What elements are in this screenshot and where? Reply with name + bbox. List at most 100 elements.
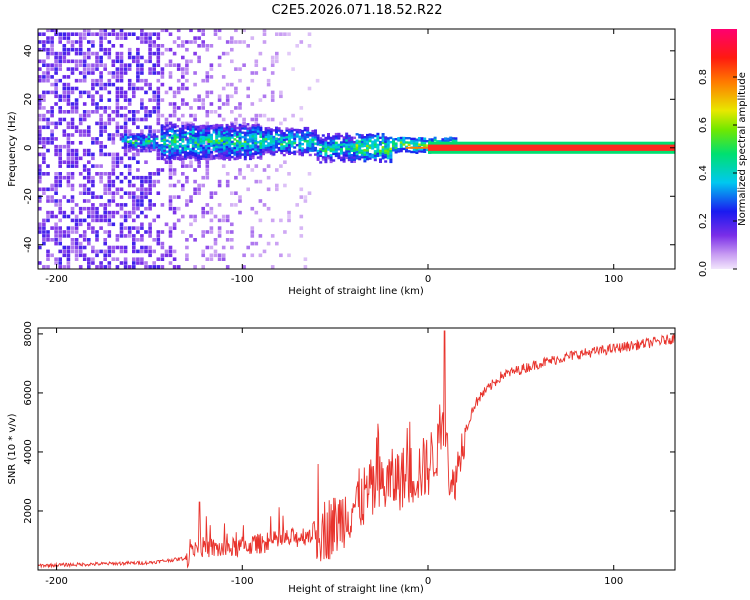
spectrogram-cell [107,82,112,87]
spectrogram-cell [342,151,346,154]
spectrogram-cell [176,149,180,152]
spectrogram-cell [119,222,124,227]
spectrogram-cell [269,134,273,138]
spectrogram-cell [189,214,193,219]
spectrogram-cell [251,132,255,136]
spectrogram-cell [74,152,79,157]
spectrogram-cell [148,187,152,192]
spectrogram-cell [123,261,128,265]
spectrogram-cell [259,126,263,130]
spectrogram-cell [168,253,173,258]
spectrogram-cell [172,206,177,211]
spectrogram-cell [220,132,224,136]
spectrogram-cell [308,147,312,150]
spectrogram-cell [301,149,304,152]
spectrogram-cell [376,137,380,140]
spectrogram-cell [201,28,205,33]
spectrogram-cell [241,146,245,150]
spectrogram-cell [212,124,216,127]
spectrogram-cell [412,150,416,154]
spectrogram-cell [152,106,156,110]
spectrogram-cell [148,129,152,133]
spectrogram-cell [66,51,71,56]
spectrogram-cell [152,144,156,147]
spectrogram-cell [366,138,369,141]
spectrogram-cell [189,59,193,64]
spectrogram-cell [251,137,255,140]
spectrogram-cell [66,144,71,149]
y-tick-label: -20 [23,188,34,204]
spectrogram-cell [280,145,284,148]
spectrogram-cell [423,148,427,151]
y-tick-label: 0 [23,145,34,151]
spectrogram-cell [420,150,424,153]
spectrogram-cell [103,152,107,157]
spectrogram-cell [155,137,159,140]
spectrogram-cell [217,230,222,234]
spectrogram-cell [184,144,187,147]
spectrogram-cell [217,157,221,160]
spectrogram-cell [334,146,338,149]
spectrogram-cell [189,156,193,160]
spectrogram-cell [140,179,144,184]
spectrogram-cell [285,133,289,137]
spectrogram-cell [171,152,174,155]
spectrogram-cell [123,152,128,157]
spectrogram-cell [217,28,222,33]
spectrogram-cell [262,144,265,147]
spectrogram-cell [123,226,128,230]
spectrogram-cell [139,137,143,140]
spectrogram-cell [58,94,62,99]
spectrogram-cell [225,132,229,135]
spectrogram-cell [270,234,275,238]
spectrogram-cell [210,140,213,143]
spectrogram-cell [238,128,242,131]
spectrogram-cell [236,142,239,145]
spectrogram-cell [299,226,304,230]
spectrogram-cell [246,44,250,48]
spectrogram-cell [87,160,91,164]
spectrogram-cell [38,172,42,176]
spectrogram-cell [87,40,91,44]
spectrogram-cell [368,153,372,156]
spectrogram-cell [163,134,167,137]
spectrogram-cell [209,195,214,199]
spectrogram-cell [290,134,294,137]
spectrogram-cell [164,222,169,227]
spectrogram-cell [258,98,263,102]
spectrogram-cell [303,126,307,130]
spectrogram-cell [223,144,226,148]
spectrogram-cell [103,86,107,91]
spectrogram-cell [111,257,116,261]
spectrogram-cell [197,183,201,188]
spectrogram-cell [152,133,156,137]
spectrogram-cell [201,183,205,188]
spectrogram-cell [144,113,148,118]
spectrogram-cell [156,265,161,269]
spectrogram-cell [397,148,401,151]
spectrogram-cell [156,117,161,122]
spectrogram-cell [119,249,124,254]
spectrogram-cell [82,253,87,258]
spectrogram-cell [137,144,141,147]
spectrogram-cell [119,234,124,238]
spectrogram-cell [148,172,152,176]
spectrogram-cell [197,28,201,33]
spectrogram-cell [191,138,195,141]
spectrogram-cell [181,67,185,71]
spectrogram-cell [123,245,128,250]
spectrogram-cell [70,241,75,246]
spectrogram-cell [402,143,406,146]
spectrogram-cell [123,203,128,207]
spectrogram-cell [87,179,91,184]
spectrogram-cell [254,139,258,143]
spectrogram-cell [327,157,330,160]
spectrogram-cell [258,253,263,258]
spectrogram-cell [173,151,177,155]
spectrogram-cell [99,59,103,64]
spectrogram-cell [199,146,203,150]
spectrogram-cell [42,160,46,164]
spectrogram-cell [46,238,50,242]
spectrogram-cell [189,148,193,151]
